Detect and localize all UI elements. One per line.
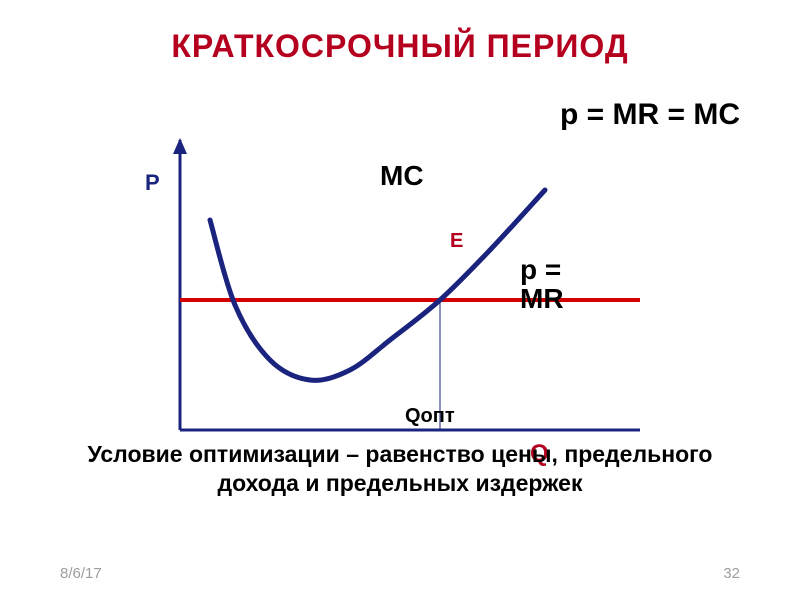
slide-title: КРАТКОСРОЧНЫЙ ПЕРИОД: [0, 28, 800, 65]
mr-line-label: p = MR: [520, 255, 564, 314]
slide-caption: Условие оптимизации – равенство цены, пр…: [80, 440, 720, 498]
equation-equilibrium: p = MR = MC: [560, 98, 740, 132]
equilibrium-point-label: E: [450, 230, 463, 253]
footer-page-number: 32: [723, 565, 740, 582]
mc-curve-label: MC: [380, 160, 424, 192]
y-axis-label: P: [145, 170, 160, 196]
q-opt-label: Qопт: [405, 405, 455, 428]
footer-date: 8/6/17: [60, 565, 102, 582]
mc-mr-chart: P MC E p = MR Qопт Q: [150, 130, 670, 440]
